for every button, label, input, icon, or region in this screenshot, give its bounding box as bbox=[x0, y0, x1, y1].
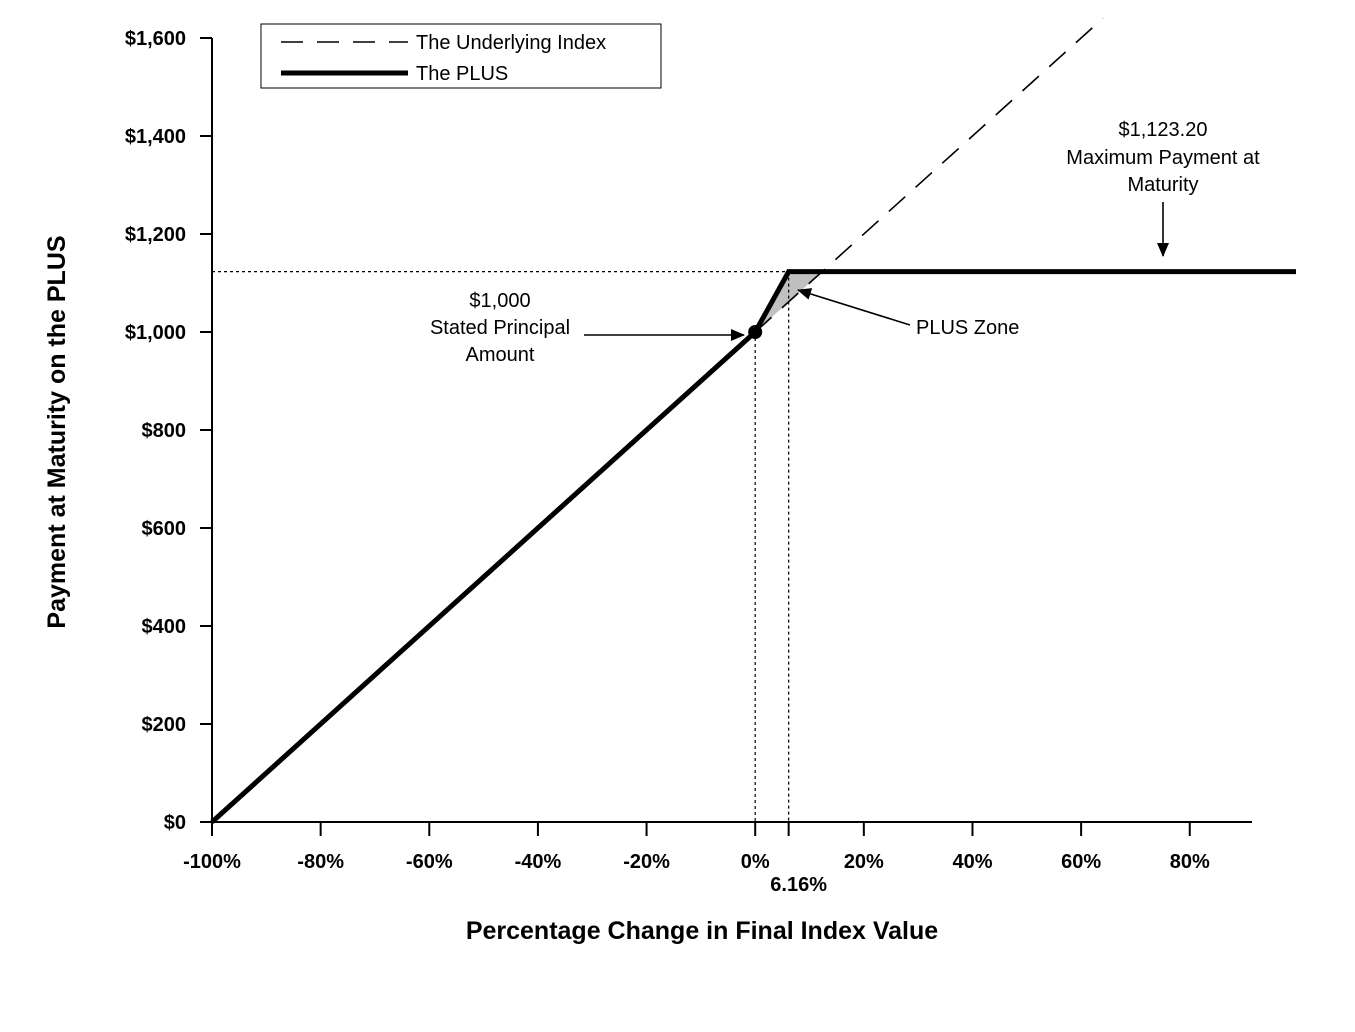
annotation-principal-line-2: Stated Principal bbox=[430, 317, 570, 339]
y-tick-label: $1,400 bbox=[125, 126, 186, 148]
x-tick-label: -100% bbox=[183, 851, 241, 873]
x-tick-label: 40% bbox=[952, 851, 992, 873]
annotation-principal: $1,000 Stated Principal Amount bbox=[430, 290, 745, 366]
principal-marker-point bbox=[748, 325, 763, 339]
annotation-principal-line-3: Amount bbox=[466, 344, 535, 366]
annotation-plus-zone-arrow bbox=[797, 288, 911, 326]
x-tick-label-cap: 6.16% bbox=[770, 874, 827, 896]
y-tick-label: $200 bbox=[142, 714, 187, 736]
annotation-plus-zone: PLUS Zone bbox=[797, 288, 1019, 339]
series-underlying-index-line bbox=[754, 17, 1104, 333]
annotation-principal-line-1: $1,000 bbox=[469, 290, 530, 312]
y-tick-label: $600 bbox=[142, 518, 187, 540]
series bbox=[210, 17, 1296, 824]
x-tick-label: -20% bbox=[623, 851, 670, 873]
y-axis-ticks: $0 $200 $400 $600 $800 $1,000 $1,200 $1,400 $1,6… bbox=[125, 28, 212, 834]
annotation-max-payment-line-2: Maximum Payment at bbox=[1066, 147, 1260, 169]
annotation-max-payment: $1,123.20 Maximum Payment at Maturity bbox=[1066, 119, 1260, 257]
y-tick-label: $1,600 bbox=[125, 28, 186, 50]
series-plus-line bbox=[210, 269, 1296, 824]
x-tick-label: 0% bbox=[741, 851, 770, 873]
legend: The Underlying Index The PLUS bbox=[260, 23, 662, 89]
legend-box bbox=[260, 23, 662, 89]
x-tick-label: -80% bbox=[297, 851, 344, 873]
annotation-max-payment-line-1: $1,123.20 bbox=[1119, 119, 1208, 141]
annotation-max-payment-line-3: Maturity bbox=[1127, 174, 1198, 196]
x-tick-label: -40% bbox=[515, 851, 562, 873]
y-tick-label: $400 bbox=[142, 616, 187, 638]
x-axis-title: Percentage Change in Final Index Value bbox=[466, 917, 938, 945]
legend-label-plus: The PLUS bbox=[416, 63, 508, 85]
x-axis-ticks: -100% -80% -60% -40% -20% 0% 20% 40% 60% 80% 6.16% bbox=[183, 822, 1210, 896]
y-tick-label: $0 bbox=[164, 812, 186, 834]
x-tick-label: -60% bbox=[406, 851, 453, 873]
y-tick-label: $800 bbox=[142, 420, 187, 442]
x-tick-label: 60% bbox=[1061, 851, 1101, 873]
x-tick-label: 80% bbox=[1170, 851, 1210, 873]
y-tick-label: $1,000 bbox=[125, 322, 186, 344]
x-tick-label: 20% bbox=[844, 851, 884, 873]
guide-lines bbox=[212, 271, 790, 822]
legend-label-underlying-index: The Underlying Index bbox=[416, 32, 606, 54]
annotation-plus-zone-label: PLUS Zone bbox=[916, 317, 1019, 339]
y-tick-label: $1,200 bbox=[125, 224, 186, 246]
y-axis-title: Payment at Maturity on the PLUS bbox=[43, 235, 71, 628]
